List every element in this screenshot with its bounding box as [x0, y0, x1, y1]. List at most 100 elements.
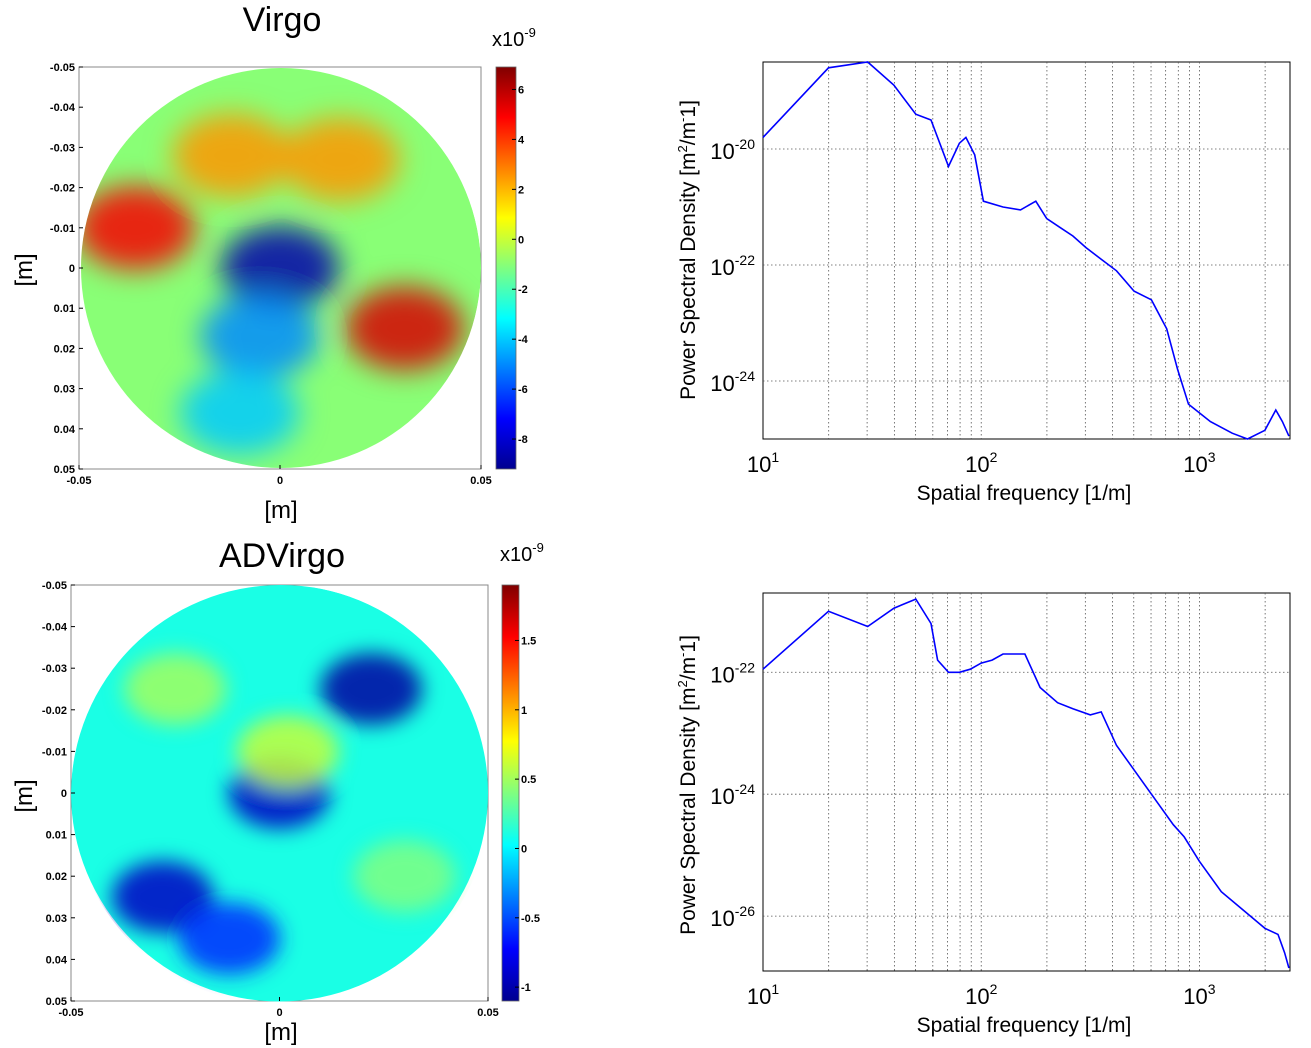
advirgo-xtick-label-2: 0.05: [477, 1007, 498, 1019]
virgo-xtick-label-0: -0.05: [66, 475, 91, 487]
virgo-map-feature-5: [200, 294, 320, 379]
virgo-map-features: [81, 113, 465, 455]
virgo-xtick-label-1: 0: [277, 475, 283, 487]
advirgo-map-feature-1: [111, 861, 214, 933]
advirgo-ytick-label-7: 0.02: [46, 871, 67, 883]
virgo-cb-tick-label-2: 2: [518, 184, 524, 196]
advirgo-map-feature-4: [236, 715, 339, 788]
advirgo-cb-tick-label-2: 0.5: [521, 774, 536, 786]
virgo-ytick-label-10: 0.05: [54, 464, 75, 476]
virgo-psd-xtick-label-1: 102: [965, 449, 997, 477]
advirgo-colorbar-multiplier: x10-9: [500, 540, 544, 566]
advirgo-cb-tick-label-0: 1.5: [521, 635, 536, 647]
virgo-psd-xtick-label-0: 101: [747, 449, 779, 477]
virgo-cb-tick-label-1: 4: [518, 134, 525, 146]
advirgo-map-feature-5: [124, 653, 227, 725]
advirgo-cb-tick-label-3: 0: [521, 843, 527, 855]
virgo-cb-tick-label-5: -4: [518, 334, 529, 346]
virgo-ytick-label-0: -0.05: [50, 62, 75, 74]
virgo-surface-map: [81, 68, 481, 468]
advirgo-map-feature-0: [320, 653, 423, 725]
advirgo-title: ADVirgo: [219, 537, 345, 575]
advirgo-axis-ticks: -0.05 0 0.05-0.05-0.04-0.03-0.02-0.0100.01…: [42, 580, 499, 1019]
advirgo-heatmap-panel: ADVirgo -0.05 0 0.05-0.05-0.04-0.03-0.02-0…: [11, 537, 544, 1046]
advirgo-xtick-label-0: -0.05: [58, 1007, 83, 1019]
advirgo-ytick-label-8: 0.03: [46, 913, 67, 925]
virgo-map-feature-2: [172, 113, 292, 198]
virgo-psd-ytick-label-0: 10-20: [710, 136, 755, 164]
advirgo-map-feature-6: [353, 840, 456, 913]
virgo-map-feature-3: [280, 117, 400, 202]
advirgo-psd-xtick-label-1: 102: [965, 981, 997, 1009]
virgo-ytick-label-7: 0.02: [54, 343, 75, 355]
advirgo-psd-xtick-label-0: 101: [747, 981, 779, 1009]
advirgo-xtick-label-1: 0: [276, 1007, 282, 1019]
virgo-ytick-label-3: -0.02: [50, 183, 75, 195]
advirgo-psd-ytick-label-1: 10-24: [710, 781, 755, 809]
advirgo-ytick-label-4: -0.01: [42, 746, 67, 758]
advirgo-xlabel: [m]: [264, 1019, 297, 1046]
virgo-map-feature-6: [180, 370, 300, 455]
virgo-colorbar: [495, 66, 517, 470]
virgo-colorbar-ticks: 6 4 2 0 -2 -4 -6 -8: [512, 84, 529, 446]
advirgo-ytick-label-5: 0: [61, 788, 67, 800]
advirgo-psd-panel: 101 102 103 10-22 10-24 10-26 Spatial frequen…: [675, 592, 1291, 1037]
advirgo-cb-tick-label-4: -0.5: [521, 913, 540, 925]
virgo-psd-xtick-label-2: 103: [1183, 449, 1215, 477]
virgo-psd-grid: [763, 62, 1290, 439]
virgo-map-feature-0: [81, 185, 195, 270]
advirgo-ytick-label-1: -0.04: [42, 622, 68, 634]
advirgo-ytick-label-0: -0.05: [42, 580, 67, 592]
virgo-ylabel: [m]: [11, 253, 38, 286]
advirgo-cb-tick-label-1: 1: [521, 705, 527, 717]
virgo-ytick-label-6: 0.01: [54, 303, 75, 315]
advirgo-ytick-label-6: 0.01: [46, 830, 67, 842]
virgo-cb-tick-label-7: -8: [518, 434, 528, 446]
advirgo-psd-line: [762, 598, 1290, 969]
virgo-colorbar-multiplier: x10-9: [492, 25, 536, 51]
virgo-title: Virgo: [243, 1, 322, 39]
advirgo-psd-ticks: 101 102 103 10-22 10-24 10-26: [710, 659, 1216, 1009]
advirgo-colorbar: [501, 584, 520, 1002]
virgo-cb-tick-label-0: 6: [518, 84, 524, 96]
advirgo-psd-grid: [763, 593, 1290, 971]
virgo-psd-line: [762, 61, 1290, 440]
advirgo-psd-ytick-label-0: 10-22: [710, 659, 755, 687]
virgo-ytick-label-8: 0.03: [54, 384, 75, 396]
virgo-cb-tick-label-4: -2: [518, 284, 528, 296]
virgo-ytick-label-9: 0.04: [54, 424, 76, 436]
virgo-psd-ylabel: Power Spectral Density [m2/m-1]: [675, 100, 700, 400]
advirgo-ylabel: [m]: [11, 779, 38, 812]
advirgo-ytick-label-2: -0.03: [42, 663, 67, 675]
virgo-psd-frame: [762, 61, 1291, 440]
virgo-psd-ytick-label-1: 10-22: [710, 252, 755, 280]
virgo-axis-ticks: -0.05 0 0.05-0.05-0.04-0.03-0.02-0.0100.01…: [50, 62, 492, 487]
advirgo-map-feature-2: [178, 902, 281, 975]
virgo-ytick-label-1: -0.04: [50, 102, 76, 114]
advirgo-colorbar-ticks: 1.5 1 0.5 0 -0.5 -1: [515, 635, 540, 994]
advirgo-psd-xtick-label-2: 103: [1183, 981, 1215, 1009]
advirgo-psd-xlabel: Spatial frequency [1/m]: [917, 1014, 1132, 1037]
virgo-psd-ticks: 101 102 103 10-20 10-22 10-24: [710, 136, 1216, 477]
virgo-map-feature-4: [220, 226, 340, 310]
advirgo-ytick-label-10: 0.05: [46, 996, 67, 1008]
advirgo-psd-ytick-label-2: 10-26: [710, 903, 755, 931]
virgo-psd-ytick-label-2: 10-24: [710, 368, 755, 396]
virgo-xtick-label-2: 0.05: [470, 475, 491, 487]
virgo-xlabel: [m]: [264, 497, 297, 524]
virgo-ytick-label-2: -0.03: [50, 142, 75, 154]
advirgo-ytick-label-9: 0.04: [46, 954, 68, 966]
advirgo-psd-ylabel: Power Spectral Density [m2/m-1]: [675, 635, 700, 935]
advirgo-cb-tick-label-5: -1: [521, 982, 531, 994]
virgo-ytick-label-4: -0.01: [50, 223, 75, 235]
virgo-cb-tick-label-3: 0: [518, 234, 524, 246]
virgo-map-feature-1: [345, 286, 465, 371]
virgo-psd-panel: 101 102 103 10-20 10-22 10-24 Spatial frequen…: [675, 61, 1291, 505]
advirgo-map-features: [111, 653, 456, 975]
advirgo-surface-map: [71, 585, 488, 1002]
advirgo-psd-frame: [762, 592, 1291, 972]
virgo-cb-tick-label-6: -6: [518, 384, 528, 396]
virgo-ytick-label-5: 0: [69, 263, 75, 275]
virgo-heatmap-panel: Virgo -0.05 0 0.05-0.05-0.04-0.03-0.02-0.0…: [11, 1, 536, 524]
